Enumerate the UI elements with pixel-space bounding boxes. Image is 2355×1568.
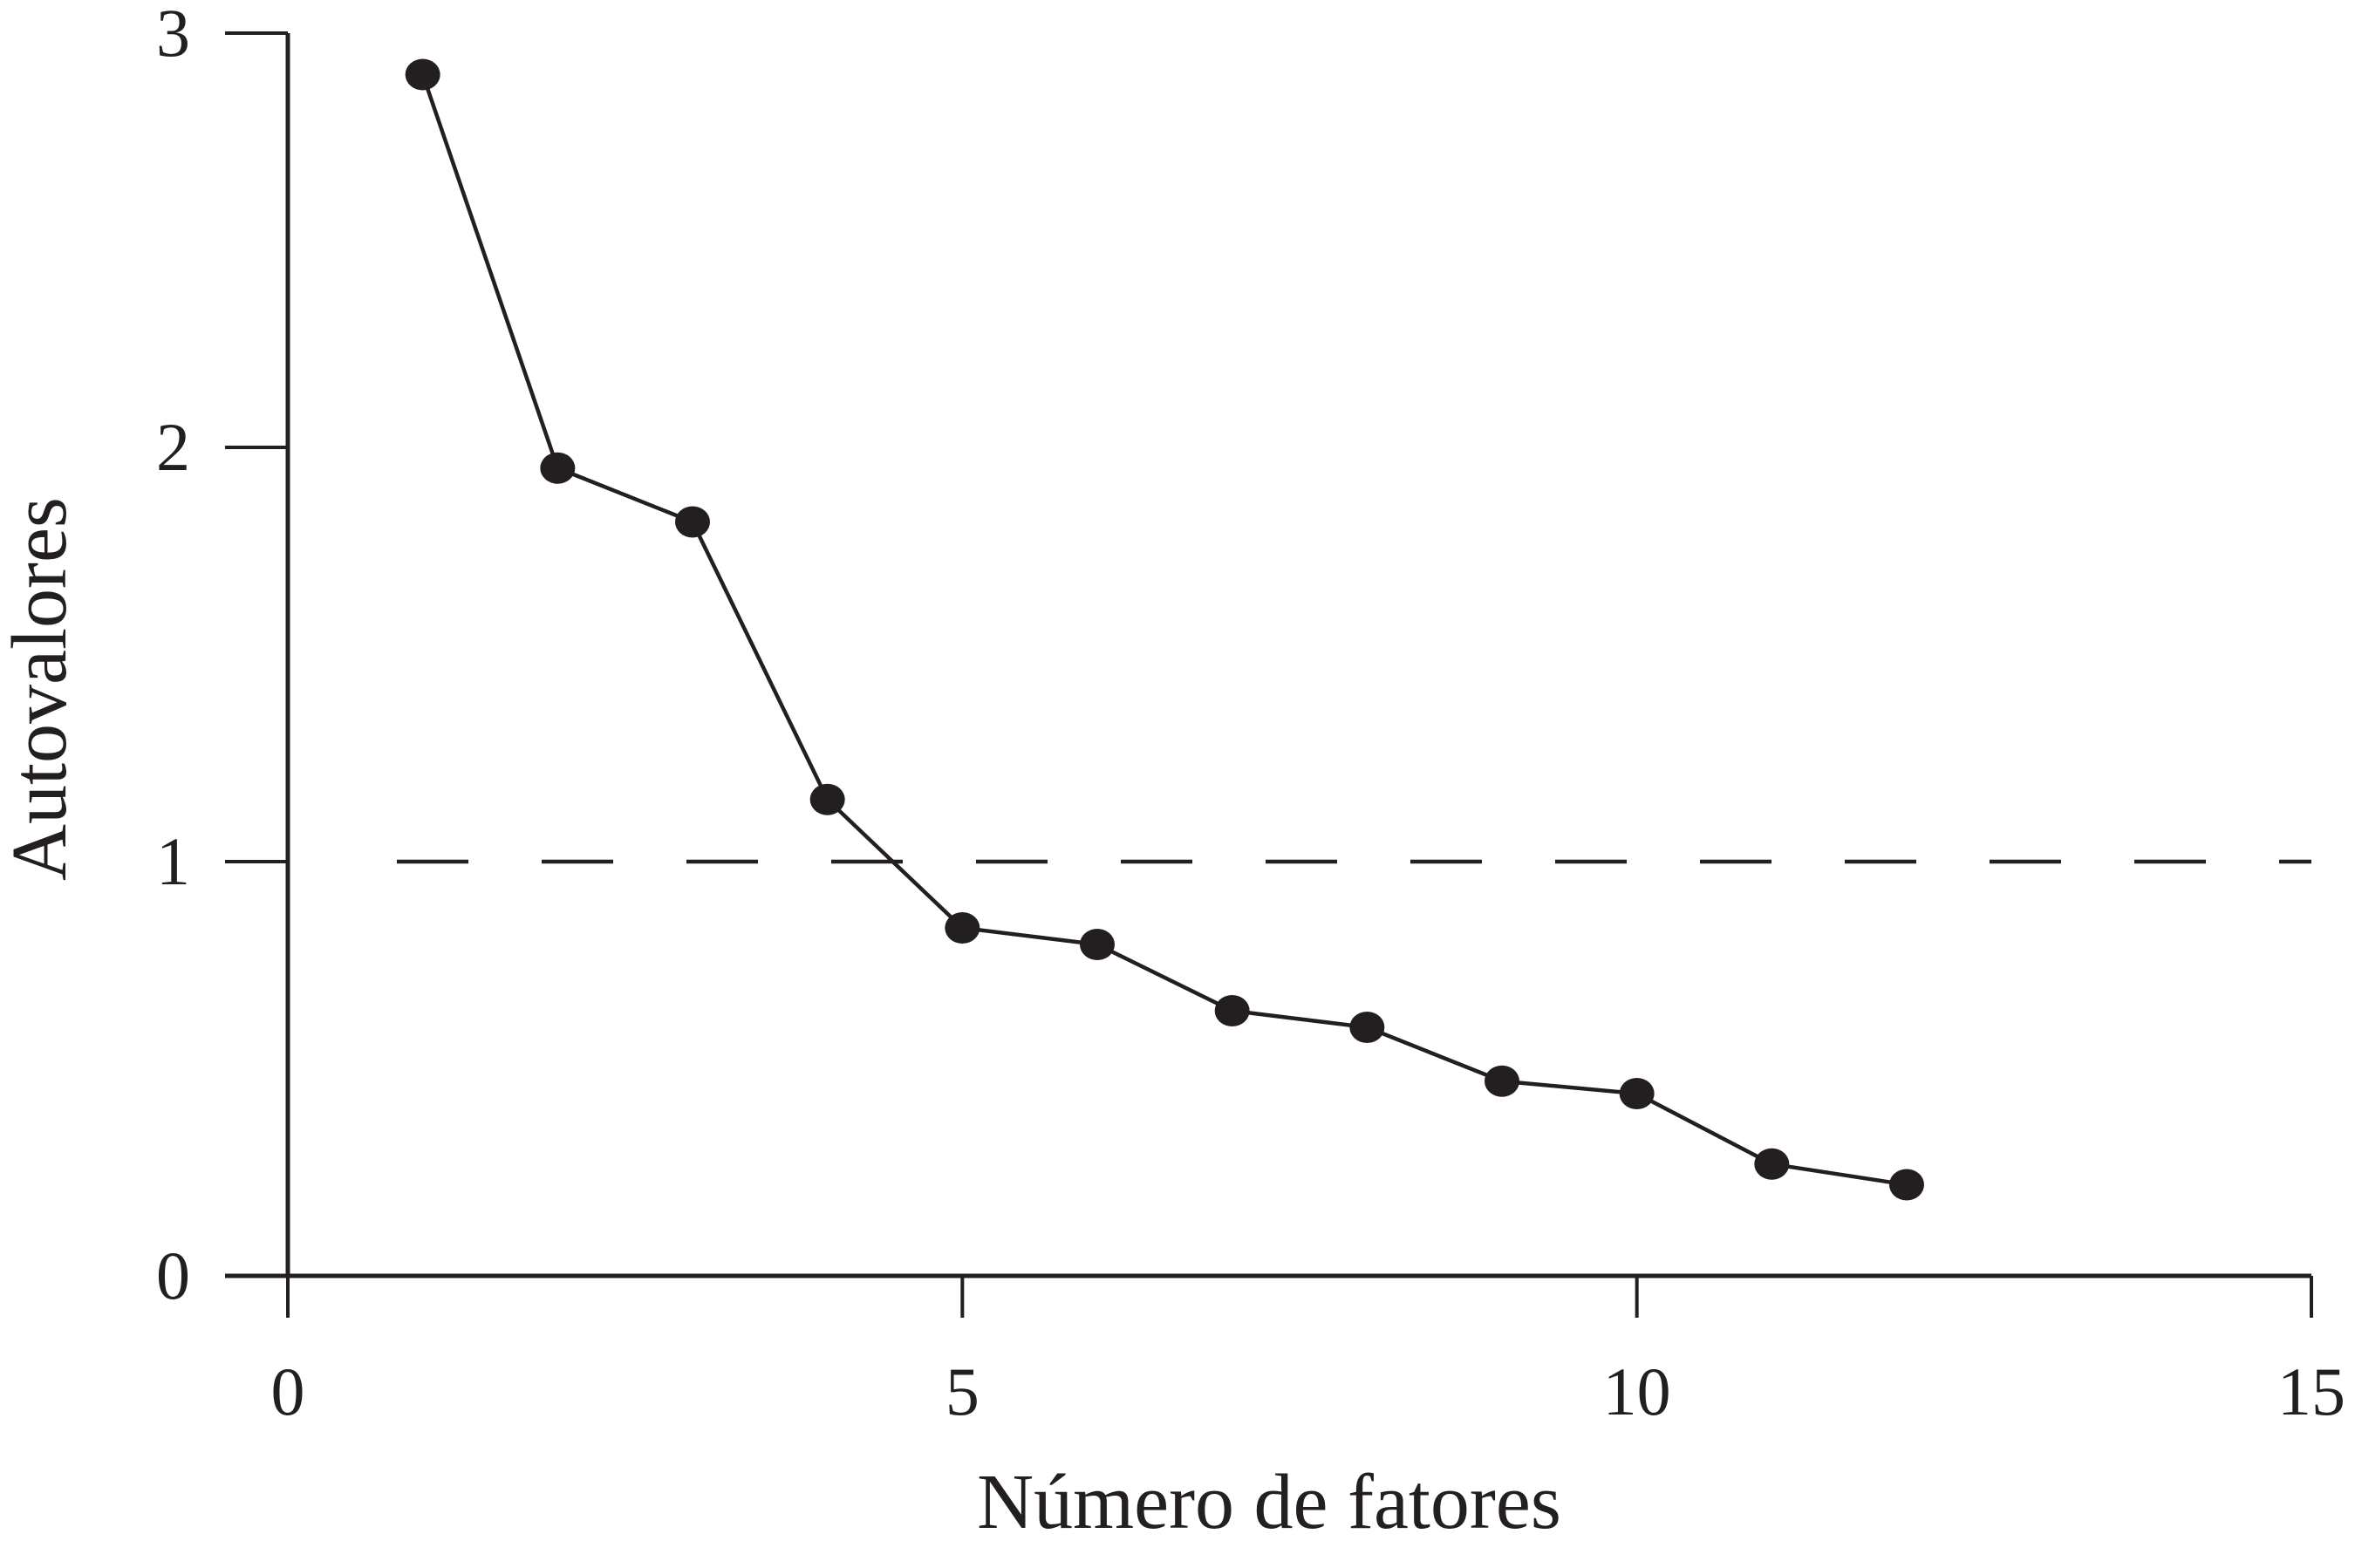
y-tick-label: 2 xyxy=(156,409,190,485)
data-point xyxy=(945,912,980,944)
tick-labels: 0 1 2 3 0 5 10 15 xyxy=(156,0,2345,1429)
y-tick-label: 3 xyxy=(156,0,190,71)
data-point xyxy=(1349,1012,1385,1043)
data-point xyxy=(405,58,440,91)
data-point xyxy=(1619,1078,1655,1109)
data-point xyxy=(1889,1169,1924,1201)
data-point xyxy=(675,506,710,538)
x-tick-label: 0 xyxy=(271,1353,305,1429)
data-point xyxy=(809,783,845,815)
y-tick-label: 1 xyxy=(156,823,190,899)
x-tick-label: 10 xyxy=(1603,1353,1671,1429)
x-tick-label: 5 xyxy=(945,1353,980,1429)
x-tick-label: 15 xyxy=(2277,1353,2345,1429)
series-line xyxy=(420,73,1908,1187)
data-point xyxy=(1080,929,1115,960)
data-point xyxy=(1485,1065,1519,1097)
data-point xyxy=(1754,1148,1790,1180)
data-point xyxy=(540,452,576,484)
data-point xyxy=(1214,995,1250,1026)
y-tick-label: 0 xyxy=(156,1237,190,1313)
series-group xyxy=(405,58,1924,1201)
axes xyxy=(225,31,2313,1318)
x-axis-label: Número de fatores xyxy=(977,1459,1561,1545)
y-axis-label: Autovalores xyxy=(0,497,83,881)
